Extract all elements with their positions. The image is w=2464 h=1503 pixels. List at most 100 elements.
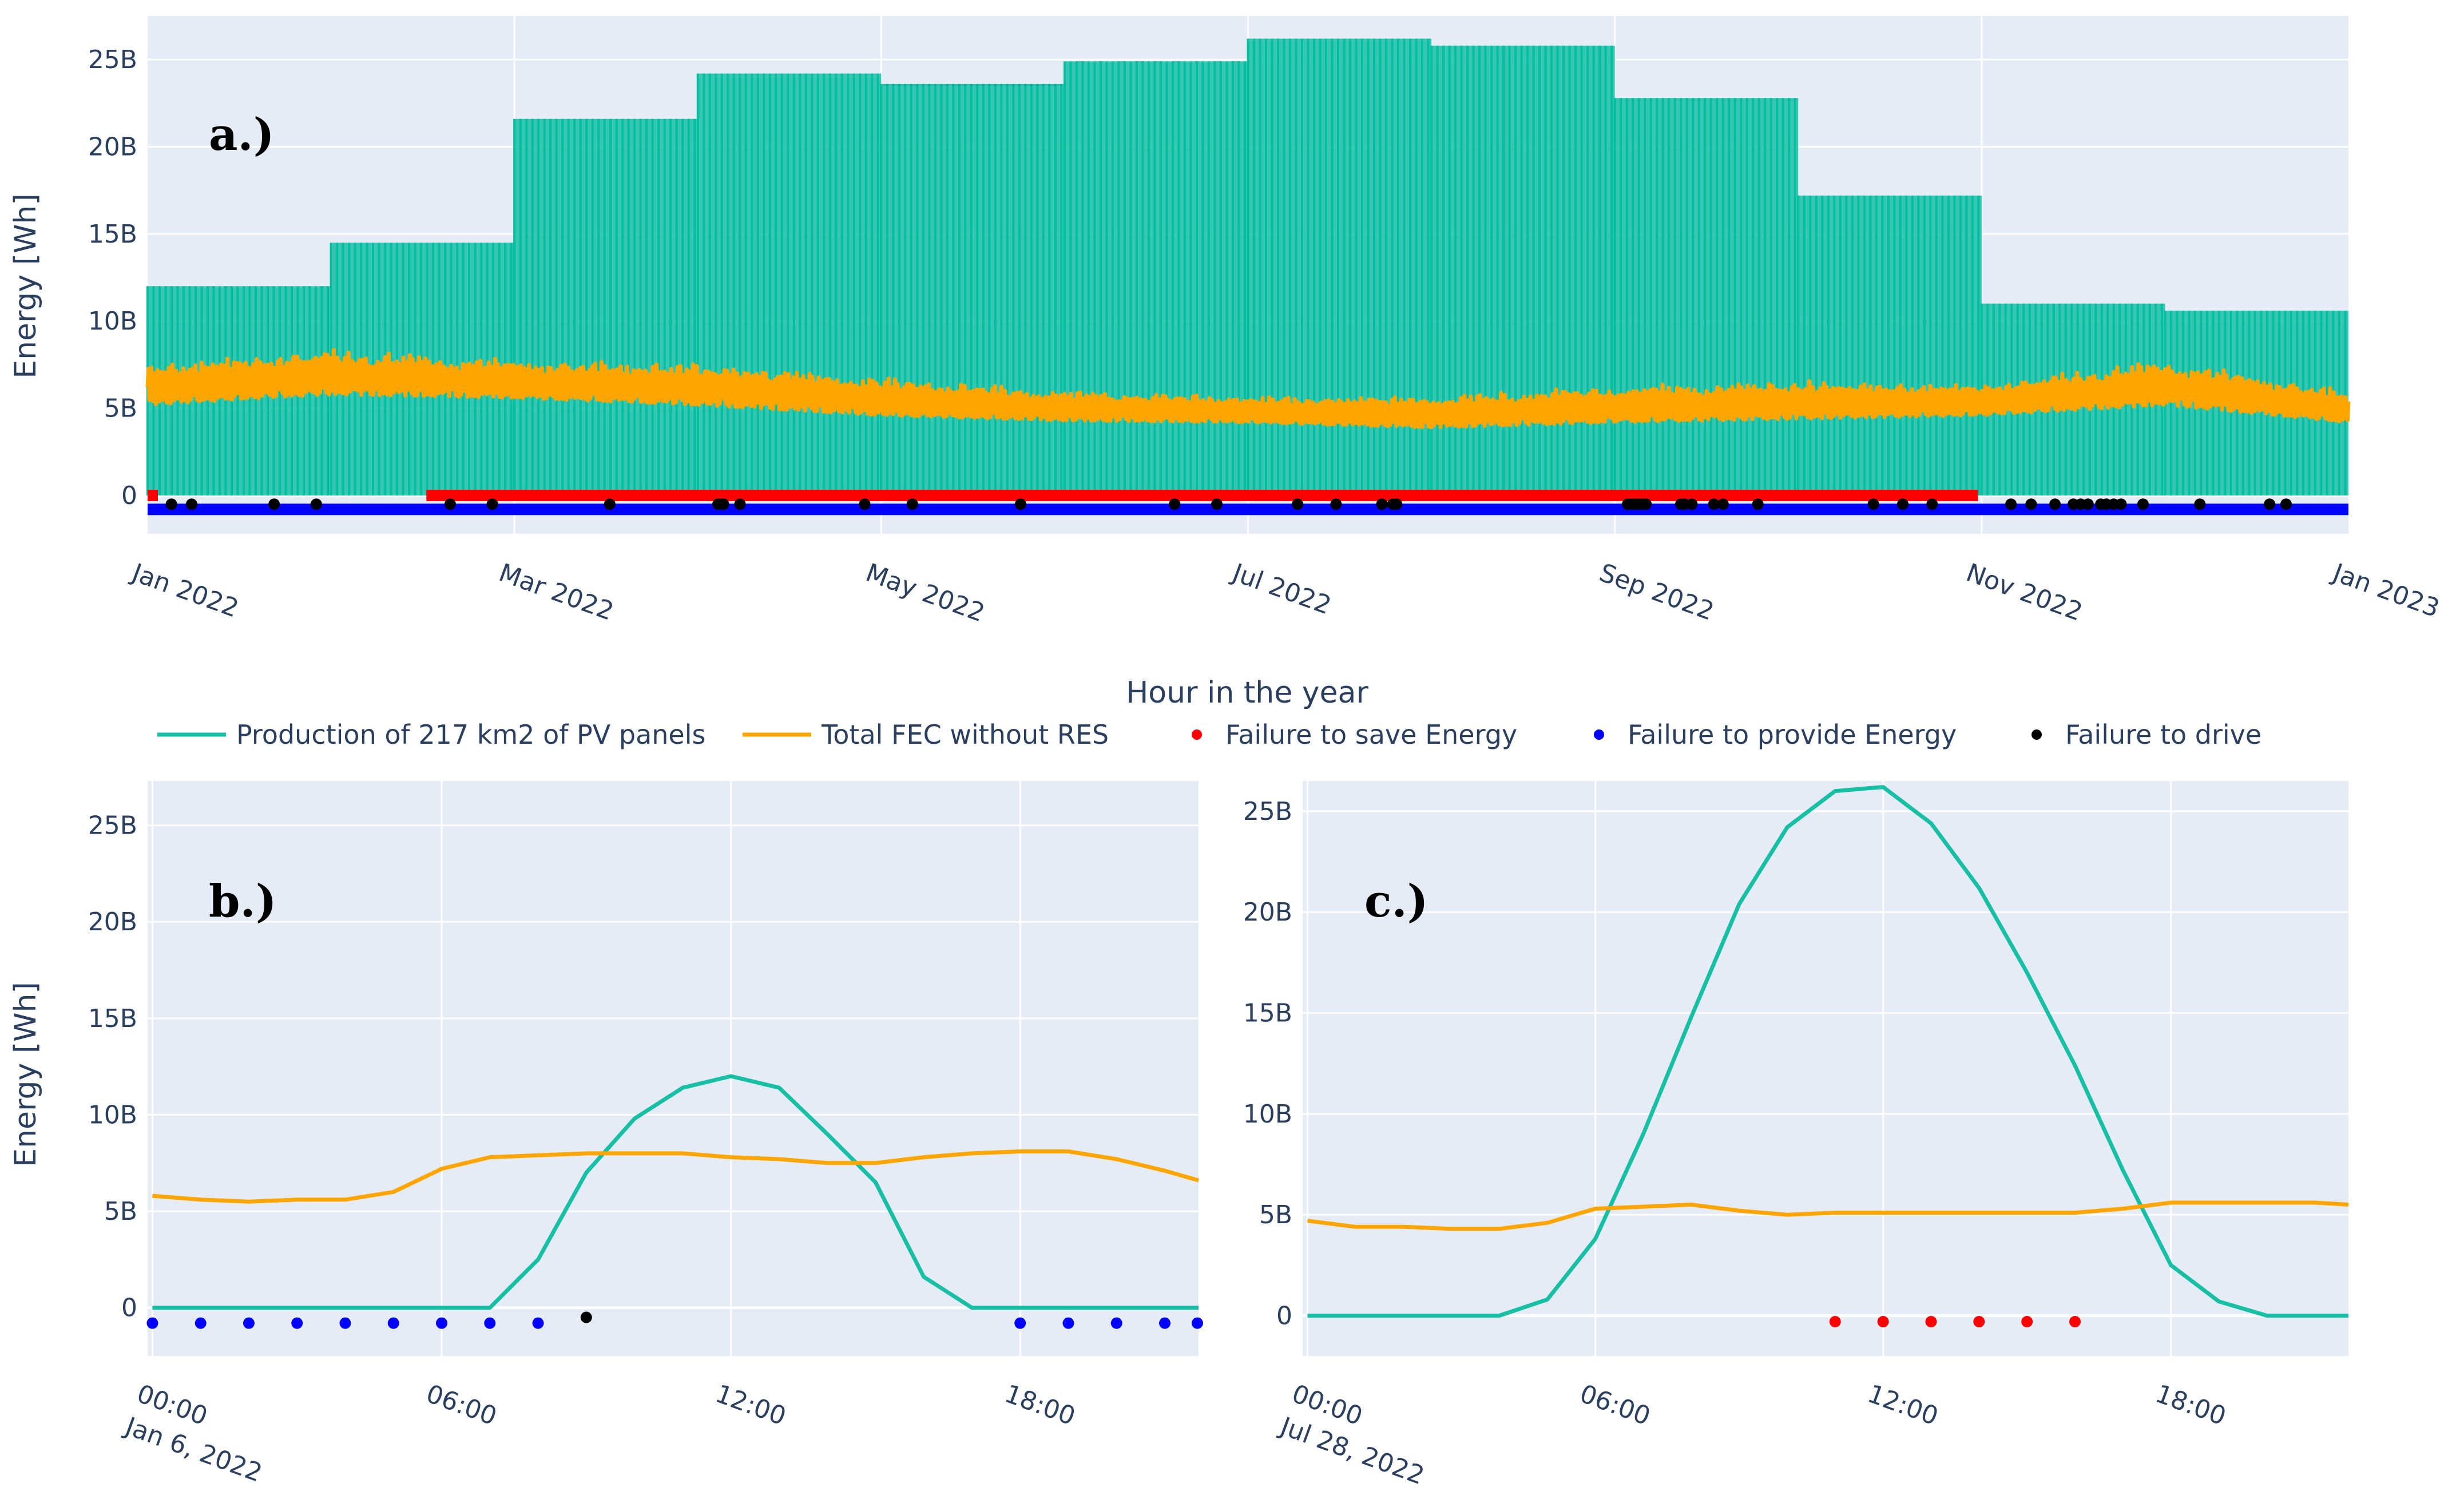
failure-provide-marker <box>1159 1317 1171 1329</box>
failure-drive-marker <box>486 498 498 510</box>
legend-label: Failure to save Energy <box>1225 719 1517 750</box>
failure-drive-marker <box>2115 498 2127 510</box>
fec-line <box>145 348 2351 430</box>
series-a <box>145 38 2351 515</box>
x-tick-label: Jul 2022 <box>1227 557 1335 620</box>
fec-line <box>1307 1200 2349 1231</box>
failure-provide-band <box>148 503 2348 515</box>
x-tick-label: Jan 2022 <box>126 557 242 623</box>
failure-drive-marker <box>1211 498 1223 510</box>
y-tick-label: 5B <box>1259 1200 1292 1230</box>
failure-save-marker <box>1877 1316 1889 1328</box>
legend-marker-swatch <box>1192 729 1202 740</box>
legend-marker-swatch <box>1594 729 1604 740</box>
failure-drive-marker <box>2082 498 2094 510</box>
series-c <box>1307 785 2349 1328</box>
pv-hourly-lines <box>1247 38 1430 495</box>
pv-hourly-lines <box>1613 98 1796 495</box>
x-tick-label: 18:00 <box>1001 1379 1079 1431</box>
failure-drive-marker <box>2280 498 2292 510</box>
y-tick-label: 20B <box>88 133 137 162</box>
failure-drive-marker <box>1867 498 1879 510</box>
failure-save-marker <box>1973 1316 1985 1328</box>
x-tick-label: 06:00 <box>1576 1379 1654 1431</box>
failure-drive-marker <box>1708 498 1720 510</box>
x-tick-label: Jan 2023 <box>2327 557 2443 623</box>
failure-save-marker <box>1925 1316 1937 1328</box>
panel-label-a: a.) <box>209 109 275 161</box>
pv-hourly-lines <box>1063 61 1246 495</box>
failure-drive-marker <box>2025 498 2037 510</box>
failure-drive-marker <box>1896 498 1908 510</box>
failure-provide-marker <box>195 1317 207 1329</box>
legend-marker-swatch <box>2031 729 2042 740</box>
pv-hourly-lines <box>1797 195 1980 495</box>
panel-label-c: c.) <box>1364 875 1429 927</box>
failure-drive-marker <box>1640 498 1652 510</box>
failure-drive-marker <box>1330 498 1342 510</box>
failure-provide-marker <box>436 1317 448 1329</box>
failure-drive-marker <box>2264 498 2276 510</box>
pv-line <box>152 1074 1199 1310</box>
failure-drive-marker <box>165 498 177 510</box>
failure-drive-marker <box>444 498 456 510</box>
y-tick-label: 0 <box>1276 1301 1292 1330</box>
failure-save-band <box>148 489 158 501</box>
pv-hourly-lines <box>880 84 1063 495</box>
failure-provide-marker <box>146 1317 158 1329</box>
failure-drive-marker <box>604 498 616 510</box>
x-tick-label: 18:00 <box>2152 1379 2230 1431</box>
x-tick-label: May 2022 <box>862 558 989 628</box>
failure-drive-marker <box>2137 498 2149 510</box>
gridlines-b <box>148 781 1199 1356</box>
series-b <box>146 1074 1203 1329</box>
failure-provide-marker <box>1192 1317 1203 1329</box>
y-tick-label: 0 <box>121 481 137 510</box>
y-tick-label: 0 <box>121 1294 137 1323</box>
failure-drive-marker <box>1376 498 1388 510</box>
failure-provide-marker <box>243 1317 255 1329</box>
pv-hourly-lines <box>696 73 879 495</box>
failure-provide-marker <box>1062 1317 1074 1329</box>
failure-provide-marker <box>387 1317 399 1329</box>
legend-label: Total FEC without RES <box>821 719 1109 750</box>
failure-drive-marker <box>185 498 197 510</box>
failure-drive-marker <box>1686 498 1698 510</box>
failure-provide-marker <box>1014 1317 1026 1329</box>
pv-hourly-lines <box>513 118 696 495</box>
panel-label-b: b.) <box>209 875 277 927</box>
y-tick-label: 5B <box>104 394 137 423</box>
y-tick-label: 20B <box>88 907 137 937</box>
failure-drive-marker <box>580 1311 592 1323</box>
y-tick-label: 10B <box>88 307 137 336</box>
failure-drive-marker <box>2005 498 2017 510</box>
panel-a: 0 5B 10B 15B 20B 25B Jan 2022 Mar 2022 May 2022 J… <box>9 16 2443 710</box>
y-axis-title-a: Energy [Wh] <box>9 193 43 379</box>
pv-line <box>1307 785 2348 1318</box>
failure-provide-marker <box>484 1317 496 1329</box>
y-tick-label: 15B <box>88 1004 137 1033</box>
failure-provide-marker <box>291 1317 303 1329</box>
legend-label: Production of 217 km2 of PV panels <box>236 719 705 750</box>
failure-drive-marker <box>1717 498 1729 510</box>
failure-save-marker <box>1829 1316 1841 1328</box>
legend-label: Failure to drive <box>2065 719 2261 750</box>
failure-drive-marker <box>2194 498 2206 510</box>
y-axis-title-b: Energy [Wh] <box>9 982 43 1167</box>
legend-label: Failure to provide Energy <box>1628 719 1957 750</box>
failure-save-marker <box>2069 1316 2081 1328</box>
failure-save-marker <box>2021 1316 2033 1328</box>
y-tick-label: 25B <box>1243 797 1292 826</box>
failure-drive-marker <box>1014 498 1026 510</box>
x-tick-label: Sep 2022 <box>1596 558 1718 626</box>
pv-hourly-lines <box>1430 45 1613 495</box>
x-tick-label: 12:00 <box>1864 1379 1942 1431</box>
failure-drive-marker <box>717 498 729 510</box>
failure-drive-marker <box>734 498 746 510</box>
failure-drive-marker <box>2049 498 2061 510</box>
y-tick-label: 10B <box>1243 1100 1292 1129</box>
plot-area-c <box>1303 781 2348 1356</box>
plot-area-b <box>148 781 1199 1356</box>
y-tick-label: 15B <box>88 220 137 249</box>
